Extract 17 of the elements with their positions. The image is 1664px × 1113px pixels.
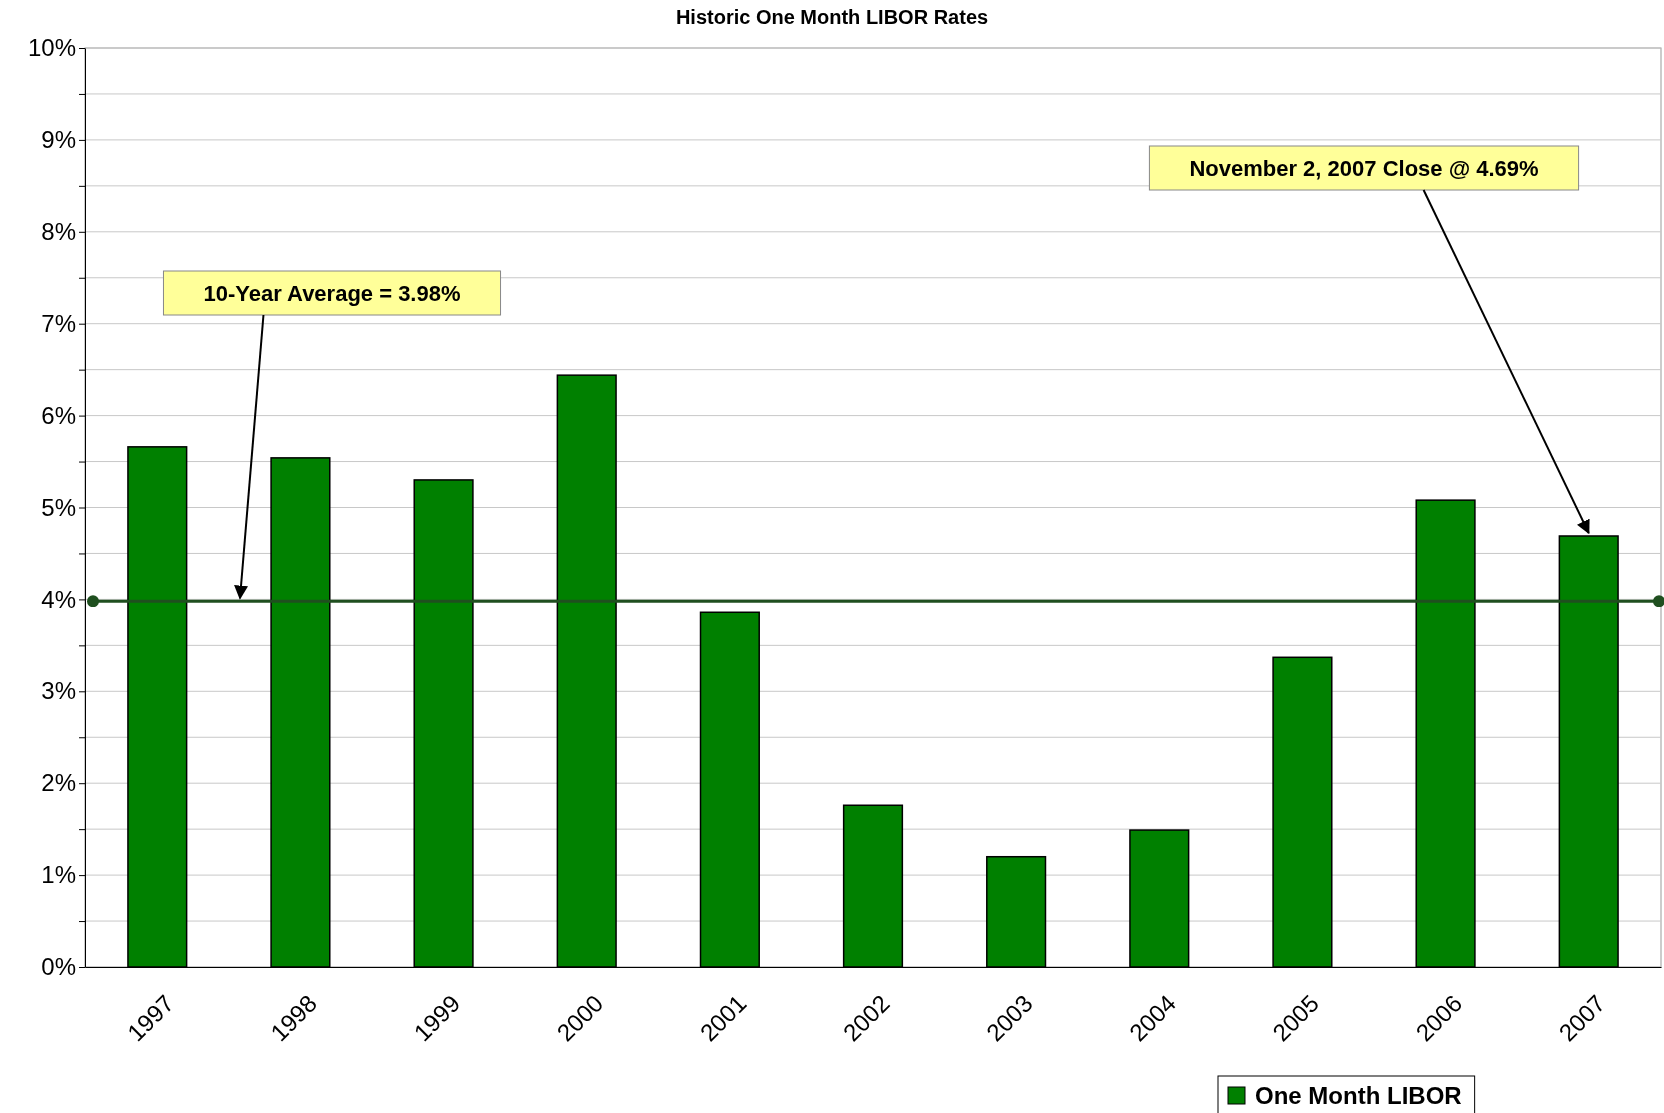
y-tick-label: 4% — [41, 585, 76, 613]
y-tick-label: 9% — [41, 126, 76, 154]
callout-box: 10-Year Average = 3.98% — [162, 270, 502, 316]
y-tick-label: 7% — [41, 309, 76, 337]
y-tick-label: 2% — [41, 769, 76, 797]
y-tick-label: 0% — [41, 953, 76, 981]
y-tick-label: 8% — [41, 217, 76, 245]
y-tick-label: 3% — [41, 677, 76, 705]
ref-line-label: 10-Year Average = 3.98% — [203, 281, 461, 306]
y-tick-label: 10% — [27, 34, 76, 62]
legend-label: One Month LIBOR — [1255, 1082, 1462, 1109]
y-tick-label: 1% — [41, 861, 76, 889]
callout-box: November 2, 2007 Close @ 4.69% — [1148, 145, 1580, 191]
y-tick-label: 5% — [41, 493, 76, 521]
chart-title: Historic One Month LIBOR Rates — [675, 6, 989, 28]
y-tick-label: 6% — [41, 401, 76, 429]
annotation: November 2, 2007 Close @ 4.69% — [1189, 156, 1539, 181]
